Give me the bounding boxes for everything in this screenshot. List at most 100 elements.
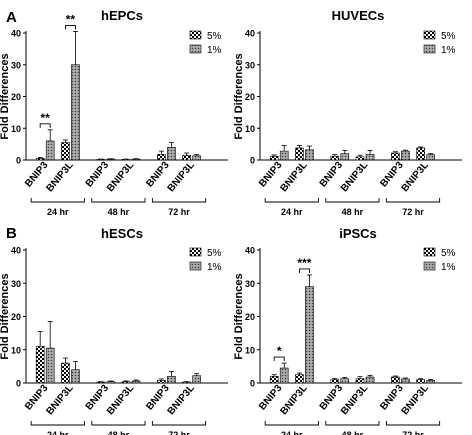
time-group-label: 24 hr xyxy=(281,430,303,435)
time-group-label: 48 hr xyxy=(342,207,364,217)
bar xyxy=(401,378,410,384)
bar xyxy=(45,347,55,384)
bar xyxy=(106,158,116,161)
legend-label: 1% xyxy=(441,45,456,56)
bar xyxy=(121,159,131,161)
y-tick-label: 40 xyxy=(11,29,21,39)
y-axis-label: Fold Differences xyxy=(0,273,11,359)
bar xyxy=(157,153,166,161)
y-tick-label: 20 xyxy=(11,312,21,322)
y-tick-label: 0 xyxy=(16,379,21,389)
significance-bracket xyxy=(39,123,51,128)
legend-swatch xyxy=(423,247,436,257)
significance-label: ** xyxy=(66,12,76,26)
y-tick-label: 30 xyxy=(11,60,21,70)
bar xyxy=(416,379,425,384)
bar xyxy=(365,153,375,161)
time-group-bracket xyxy=(385,198,441,203)
chart-title: HUVECs xyxy=(332,8,385,23)
time-group-bracket xyxy=(151,198,207,203)
y-tick-label: 10 xyxy=(11,124,21,134)
panel-letter-b: B xyxy=(6,225,17,242)
bar xyxy=(365,376,375,384)
chart-title: iPSCs xyxy=(339,226,377,241)
time-group-label: 24 hr xyxy=(281,207,303,217)
significance-bracket xyxy=(64,24,76,30)
y-tick-label: 10 xyxy=(11,345,21,355)
bar xyxy=(279,367,289,384)
time-group-label: 72 hr xyxy=(168,430,190,435)
bar xyxy=(401,150,410,161)
bar xyxy=(71,369,80,384)
category-label: BNIP3L xyxy=(339,383,370,417)
legend-label: 5% xyxy=(441,248,456,259)
legend-swatch xyxy=(423,44,436,54)
chart-title: hESCs xyxy=(101,226,143,241)
legend-label: 5% xyxy=(207,31,222,42)
chart-title: hEPCs xyxy=(101,8,143,23)
legend-label: 1% xyxy=(207,262,222,273)
bar xyxy=(426,380,435,384)
bar xyxy=(167,147,176,161)
y-tick-label: 40 xyxy=(245,29,255,39)
bar xyxy=(295,374,304,384)
legend-swatch xyxy=(189,30,202,40)
category-label: BNIP3L xyxy=(278,383,309,417)
bar xyxy=(355,156,365,161)
time-group-bracket xyxy=(30,421,85,426)
category-label: BNIP3L xyxy=(166,160,197,194)
bar xyxy=(355,378,365,384)
time-group-label: 24 hr xyxy=(47,430,69,435)
legend-label: 1% xyxy=(441,262,456,273)
time-group-bracket xyxy=(385,421,441,426)
bar xyxy=(305,286,314,384)
category-label: BNIP3L xyxy=(339,160,370,194)
y-axis-label: Fold Differences xyxy=(0,53,11,139)
bar xyxy=(71,64,80,161)
bar xyxy=(295,147,304,161)
category-label: BNIP3L xyxy=(278,160,309,194)
bar xyxy=(269,155,279,161)
category-label: BNIP3L xyxy=(166,383,197,417)
bar xyxy=(35,346,45,384)
bar xyxy=(61,362,70,384)
time-group-bracket xyxy=(325,421,380,426)
bar xyxy=(192,155,201,161)
y-tick-label: 10 xyxy=(245,345,255,355)
y-tick-label: 30 xyxy=(11,279,21,289)
time-group-bracket xyxy=(91,421,146,426)
y-tick-label: 0 xyxy=(250,379,255,389)
time-group-bracket xyxy=(30,198,85,203)
category-label: BNIP3L xyxy=(105,160,136,194)
bar xyxy=(96,381,106,384)
category-label: BNIP3L xyxy=(44,383,75,417)
legend-swatch xyxy=(189,261,202,271)
bar xyxy=(340,153,350,161)
bar xyxy=(45,140,55,161)
legend-label: 5% xyxy=(207,248,222,259)
y-tick-label: 20 xyxy=(245,92,255,102)
legend-swatch xyxy=(423,30,436,40)
y-tick-label: 40 xyxy=(11,246,21,256)
y-tick-label: 0 xyxy=(16,156,21,166)
category-label: BNIP3L xyxy=(44,160,75,194)
legend-swatch xyxy=(189,44,202,54)
y-tick-label: 30 xyxy=(245,279,255,289)
significance-label: ** xyxy=(41,111,51,125)
bar xyxy=(182,381,191,384)
category-label: BNIP3L xyxy=(105,383,136,417)
legend-label: 5% xyxy=(441,31,456,42)
y-tick-label: 20 xyxy=(245,312,255,322)
bar xyxy=(35,158,45,161)
time-group-bracket xyxy=(264,421,319,426)
time-group-label: 48 hr xyxy=(108,430,130,435)
bar xyxy=(330,155,340,161)
time-group-bracket xyxy=(151,421,207,426)
bar xyxy=(182,154,191,161)
time-group-label: 72 hr xyxy=(402,207,424,217)
bar xyxy=(279,150,289,161)
